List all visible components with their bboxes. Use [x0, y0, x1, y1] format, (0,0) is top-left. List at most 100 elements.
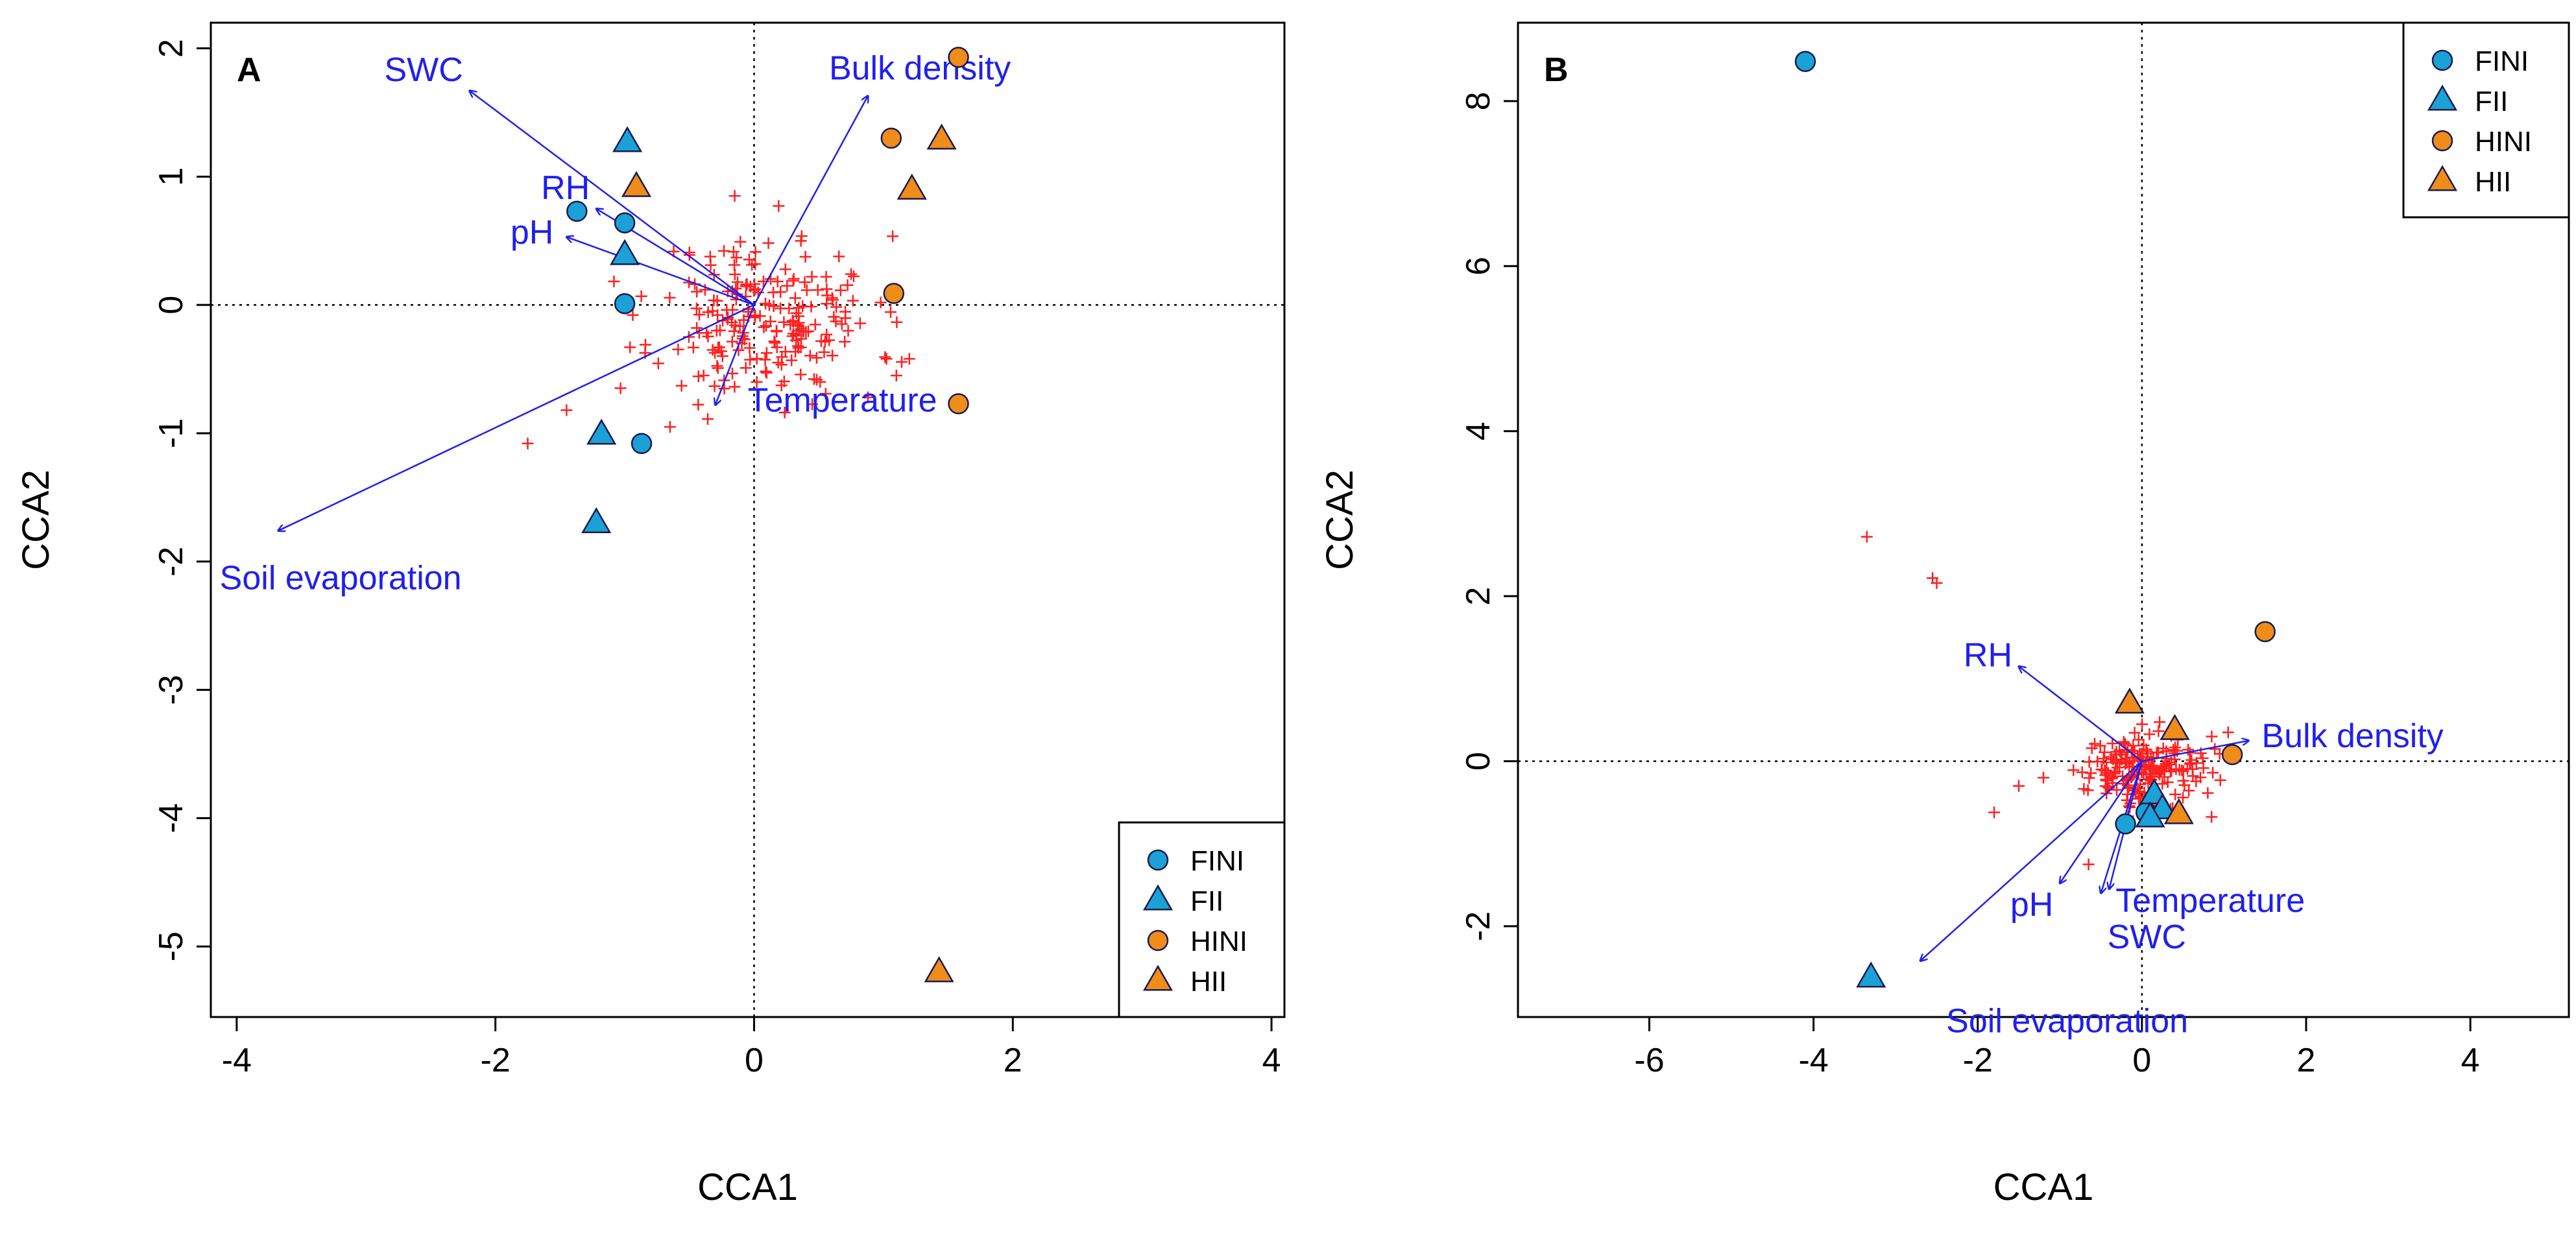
panel-a-legend-marker-fii [1142, 884, 1174, 911]
panel-b-species-point [2157, 742, 2169, 754]
panel-b-species-point [2136, 718, 2149, 730]
panel-a-species-point [754, 310, 766, 322]
panel-a-species-point [749, 311, 761, 324]
panel-b-species-point [2169, 741, 2182, 754]
panel-b-species-point [2158, 760, 2170, 772]
panel-b-site-hii [2160, 713, 2190, 740]
panel-b-species-point [2187, 770, 2199, 782]
panel-a-arrow-temperature [716, 304, 755, 405]
panel-a-species-point [751, 376, 763, 389]
panel-a-species-point [779, 263, 791, 276]
panel-b-species-point [2096, 763, 2108, 776]
panel-b-species-point [2106, 772, 2118, 785]
panel-b-species-point [2013, 780, 2025, 792]
panel-a-species-point [847, 294, 859, 307]
panel-a-species-point [711, 360, 723, 372]
panel-b-arrow-rh [2019, 666, 2143, 762]
panel-a-species-point [717, 245, 730, 257]
panel-a-species-point [728, 190, 741, 202]
panel-a-species-point [749, 246, 762, 258]
panel-b-species-point [2197, 762, 2209, 774]
panel-a-xtick-label: -4 [222, 1042, 252, 1079]
panel-b-legend-label-fini: FINI [2475, 45, 2529, 77]
panel-a-species-point [783, 302, 795, 315]
panel-b-site-fini [1794, 51, 1816, 73]
panel-a-arrow-ph [566, 237, 754, 306]
panel-a-species-point [861, 391, 874, 403]
panel-a-species-point [787, 274, 799, 287]
panel-b-species-point [2177, 791, 2189, 804]
panel-b-arrow-soil-evaporation [1920, 760, 2143, 961]
panel-a-species-point [806, 398, 819, 411]
panel-a-species-point [749, 278, 761, 290]
panel-a-species-point [795, 333, 808, 345]
panel-b-species-point [2160, 745, 2173, 758]
panel-b-site-hii [2114, 688, 2145, 714]
panel-b-species-point [2197, 752, 2209, 765]
panel-b-species-point [2184, 758, 2196, 771]
panel-a-species-point [740, 362, 752, 374]
panel-a-species-point [760, 347, 773, 359]
panel-b-species-point [2167, 744, 2180, 756]
panel-a-species-point [726, 335, 738, 348]
panel-b-arrow-ph [2060, 760, 2143, 883]
panel-a-cca-biplot: -4 -2 0 2 4 -5 -4 -3 -2 -1 0 1 2 CCA1 CCA2 A SWC Bulk den… [15, 21, 1286, 1208]
panel-b-species-point [2089, 737, 2101, 750]
panel-b-species-point [2099, 764, 2111, 776]
panel-a-species-point [728, 325, 740, 337]
panel-b-species-point [2183, 784, 2195, 796]
panel-a-species-point [706, 344, 719, 356]
panel-b-species-point [2177, 765, 2189, 778]
panel-a-species-point [614, 382, 627, 394]
panel-a-species-point [728, 259, 740, 271]
panel-a-species-point [820, 270, 832, 283]
panel-a-y-axis-label: CCA2 [15, 470, 57, 570]
panel-b-xtick-label: -2 [1963, 1042, 1993, 1079]
panel-b-species-point [1931, 577, 1943, 589]
panel-a-ytick-label: -4 [152, 803, 190, 833]
panel-a-arrow-soil-evaporation [278, 304, 755, 531]
panel-b-species-point [2100, 773, 2112, 785]
panel-b-species-point [2083, 772, 2095, 784]
panel-a-species-point [854, 317, 866, 329]
panel-b-species-point [2099, 746, 2111, 758]
panel-a-species-point [789, 292, 801, 304]
panel-a-species-point [874, 296, 887, 309]
panel-a-species-point [834, 284, 847, 296]
panel-b-ytick-label: 0 [1460, 752, 1497, 771]
panel-a-xtick-label: -2 [481, 1042, 511, 1079]
panel-a-species-point [811, 374, 823, 386]
panel-a-arrow-label-soil-evaporation: Soil evaporation [220, 559, 462, 597]
panel-a-xtick-label: 4 [1262, 1042, 1281, 1079]
panel-b-species-point [2091, 756, 2104, 768]
panel-a-species-point [751, 352, 763, 365]
panel-b-site-fii [2135, 801, 2165, 828]
panel-a-species-point [775, 379, 788, 392]
panel-b-species-point [2209, 743, 2221, 755]
panel-a-species-point [728, 381, 741, 393]
panel-a-species-point [826, 350, 839, 362]
panel-b-panel-label: B [1544, 51, 1569, 89]
panel-a-species-point [890, 369, 902, 381]
panel-a-site-hini [880, 127, 902, 149]
panel-b-species-point [2120, 756, 2132, 768]
panel-a-species-point [839, 335, 851, 348]
panel-a-species-point [884, 306, 897, 318]
panel-b-species-point [2206, 730, 2218, 743]
panel-a-species-scores [522, 190, 915, 449]
panel-a-species-point [762, 237, 775, 249]
panel-a-species-point [841, 279, 854, 291]
panel-b-legend: FINI FII HINI HII [2402, 21, 2570, 219]
panel-a-legend-label-fini: FINI [1190, 845, 1244, 877]
panel-a-species-point [819, 388, 832, 400]
panel-a-species-point [828, 311, 840, 323]
panel-b-species-point [2214, 774, 2226, 786]
panel-a-species-point [749, 257, 762, 270]
panel-a-site-fini [614, 212, 636, 233]
panel-a-panel-label: A [237, 51, 261, 89]
panel-a-species-point [775, 286, 787, 298]
panel-a-arrow-bulk-density [753, 96, 867, 305]
panel-a-site-fii [610, 239, 640, 265]
panel-a-species-point [693, 309, 706, 321]
panel-b-species-point [1860, 531, 1873, 543]
